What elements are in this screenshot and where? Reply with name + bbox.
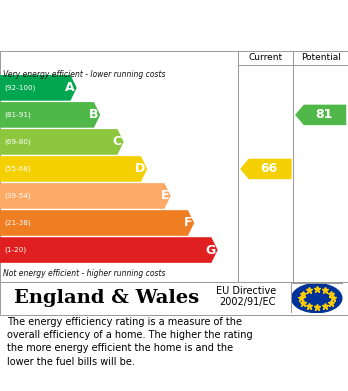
Polygon shape [0, 237, 218, 263]
Text: C: C [113, 135, 122, 149]
Polygon shape [240, 159, 292, 179]
Text: (69-80): (69-80) [4, 139, 31, 145]
Text: D: D [135, 162, 145, 176]
Text: A: A [65, 81, 75, 94]
Text: (1-20): (1-20) [4, 247, 26, 253]
Polygon shape [0, 102, 100, 128]
Text: F: F [184, 217, 192, 230]
Text: (55-68): (55-68) [4, 166, 31, 172]
Polygon shape [0, 210, 194, 236]
Text: (21-38): (21-38) [4, 220, 31, 226]
Circle shape [292, 283, 342, 313]
Polygon shape [0, 156, 147, 182]
Text: E: E [160, 190, 169, 203]
Text: EU Directive
2002/91/EC: EU Directive 2002/91/EC [216, 286, 276, 307]
Text: (81-91): (81-91) [4, 112, 31, 118]
Polygon shape [295, 105, 346, 125]
Text: Current: Current [249, 53, 283, 62]
Polygon shape [0, 75, 77, 101]
Text: (92-100): (92-100) [4, 84, 35, 91]
Text: Energy Efficiency Rating: Energy Efficiency Rating [10, 18, 220, 33]
Text: B: B [89, 108, 98, 121]
Polygon shape [0, 183, 171, 209]
Text: 66: 66 [261, 162, 278, 176]
Text: Not energy efficient - higher running costs: Not energy efficient - higher running co… [3, 269, 166, 278]
Text: 81: 81 [316, 108, 333, 121]
Text: G: G [206, 244, 216, 256]
Polygon shape [0, 129, 124, 155]
Text: England & Wales: England & Wales [14, 289, 199, 307]
Text: Very energy efficient - lower running costs: Very energy efficient - lower running co… [3, 70, 166, 79]
Text: Potential: Potential [301, 53, 341, 62]
Text: The energy efficiency rating is a measure of the
overall efficiency of a home. T: The energy efficiency rating is a measur… [7, 317, 253, 367]
Text: (39-54): (39-54) [4, 193, 31, 199]
